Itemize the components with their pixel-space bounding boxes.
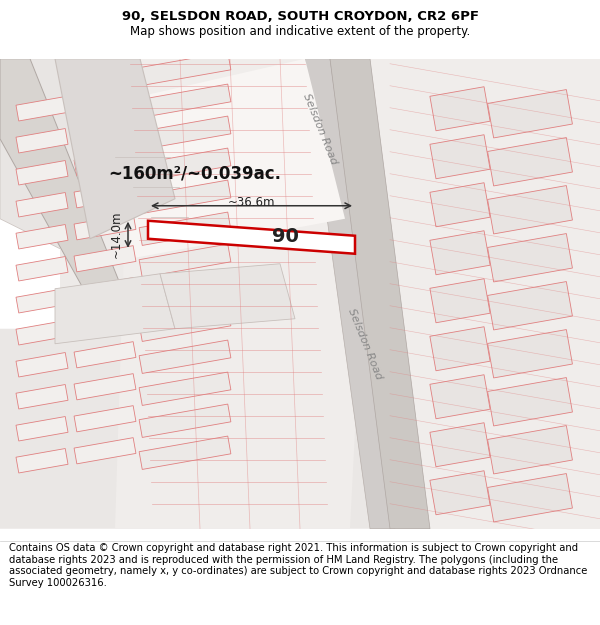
Text: Selsdon Road: Selsdon Road (301, 92, 339, 166)
Polygon shape (139, 116, 231, 149)
Polygon shape (148, 221, 355, 254)
Polygon shape (74, 406, 136, 432)
Polygon shape (0, 59, 130, 319)
Polygon shape (16, 289, 68, 313)
Text: Contains OS data © Crown copyright and database right 2021. This information is : Contains OS data © Crown copyright and d… (9, 543, 587, 588)
Polygon shape (139, 180, 231, 213)
Polygon shape (74, 374, 136, 400)
Polygon shape (74, 438, 136, 464)
Polygon shape (305, 59, 395, 529)
Polygon shape (74, 214, 136, 240)
Polygon shape (430, 279, 490, 322)
Polygon shape (74, 342, 136, 368)
Polygon shape (0, 329, 370, 529)
Polygon shape (488, 186, 572, 234)
Text: Map shows position and indicative extent of the property.: Map shows position and indicative extent… (130, 26, 470, 39)
Polygon shape (370, 59, 600, 529)
Polygon shape (55, 274, 175, 344)
Polygon shape (430, 87, 490, 131)
Polygon shape (488, 234, 572, 282)
Polygon shape (16, 416, 68, 441)
Polygon shape (0, 59, 200, 249)
Polygon shape (16, 161, 68, 185)
Polygon shape (139, 84, 231, 118)
Polygon shape (488, 89, 572, 138)
Polygon shape (16, 129, 68, 153)
Polygon shape (488, 138, 572, 186)
Polygon shape (74, 246, 136, 272)
Polygon shape (488, 329, 572, 378)
Polygon shape (115, 59, 370, 529)
Text: Selsdon Road: Selsdon Road (346, 307, 384, 381)
Text: 90: 90 (272, 228, 298, 246)
Polygon shape (16, 96, 68, 121)
Polygon shape (488, 474, 572, 522)
Polygon shape (305, 59, 430, 529)
Polygon shape (16, 321, 68, 345)
Polygon shape (430, 231, 490, 275)
Text: ~14.0m: ~14.0m (110, 211, 123, 259)
Polygon shape (139, 404, 231, 437)
Polygon shape (430, 375, 490, 419)
Polygon shape (430, 182, 490, 227)
Text: ~36.6m: ~36.6m (228, 196, 275, 209)
Polygon shape (430, 135, 490, 179)
Polygon shape (139, 340, 231, 373)
Polygon shape (60, 59, 370, 299)
Polygon shape (330, 59, 430, 529)
Polygon shape (139, 436, 231, 469)
Polygon shape (139, 212, 231, 246)
Polygon shape (74, 309, 136, 336)
Polygon shape (139, 372, 231, 406)
Polygon shape (430, 422, 490, 467)
Polygon shape (74, 278, 136, 304)
Polygon shape (139, 276, 231, 309)
Polygon shape (160, 264, 295, 329)
Polygon shape (130, 59, 345, 259)
Polygon shape (16, 352, 68, 377)
Polygon shape (430, 471, 490, 515)
Polygon shape (139, 244, 231, 278)
Polygon shape (139, 148, 231, 181)
Polygon shape (55, 59, 175, 239)
Polygon shape (139, 52, 231, 86)
Polygon shape (430, 327, 490, 371)
Polygon shape (16, 449, 68, 473)
Polygon shape (74, 149, 136, 176)
Polygon shape (488, 378, 572, 426)
Text: 90, SELSDON ROAD, SOUTH CROYDON, CR2 6PF: 90, SELSDON ROAD, SOUTH CROYDON, CR2 6PF (121, 10, 479, 23)
Polygon shape (488, 426, 572, 474)
Polygon shape (74, 118, 136, 144)
Polygon shape (16, 192, 68, 217)
Polygon shape (16, 256, 68, 281)
Polygon shape (488, 282, 572, 330)
Text: ~160m²/~0.039ac.: ~160m²/~0.039ac. (109, 165, 281, 182)
Polygon shape (16, 224, 68, 249)
Polygon shape (74, 86, 136, 112)
Polygon shape (74, 182, 136, 208)
Polygon shape (139, 308, 231, 341)
Polygon shape (16, 384, 68, 409)
